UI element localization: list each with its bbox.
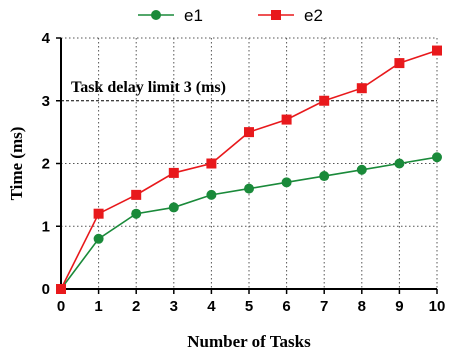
data-point-e1 [281,177,292,188]
y-axis-title: Time (ms) [7,127,26,201]
data-point-e1 [93,233,104,244]
x-tick-label: 10 [429,298,446,315]
data-point-e1 [206,189,217,200]
data-point-e2 [432,45,442,56]
delay-limit-label: Task delay limit 3 (ms) [71,79,226,96]
series-group [56,45,442,294]
y-tick-label: 3 [42,93,50,110]
x-tick-label: 0 [57,298,65,315]
y-tick-label: 0 [42,281,50,298]
x-tick-label: 1 [94,298,102,315]
legend-item-e1: e1 [138,6,203,25]
legend-label: e1 [184,6,203,25]
data-point-e2 [281,114,292,125]
data-point-e1 [131,208,142,219]
data-point-e2 [168,167,179,178]
tick-labels: 0 1 2 3 4 5 6 7 8 9 10 0 1 2 3 4 [42,30,446,315]
legend-label: e2 [304,6,323,25]
x-tick-label: 2 [132,298,140,315]
data-point-e1 [319,171,330,182]
delay-limit-reference: Task delay limit 3 (ms) [61,79,437,102]
x-tick-label: 4 [207,298,216,315]
data-point-e2 [206,158,217,169]
data-point-e1 [432,152,442,163]
data-point-e1 [168,202,179,213]
x-axis-title: Number of Tasks [187,332,311,351]
x-tick-label: 3 [170,298,178,315]
x-tick-label: 7 [320,298,328,315]
data-point-e2 [93,208,104,219]
series-e2 [56,45,442,294]
y-tick-label: 2 [42,156,50,173]
y-tick-label: 4 [42,30,51,47]
data-point-e2 [319,95,330,106]
data-point-e1 [244,183,254,194]
x-tick-label: 5 [245,298,253,315]
data-point-e1 [394,158,405,169]
data-point-e2 [56,284,66,294]
legend-marker [151,10,161,20]
data-point-e2 [394,58,405,69]
data-point-e1 [356,164,367,175]
legend-marker [271,10,281,20]
x-tick-label: 6 [282,298,290,315]
legend-item-e2: e2 [258,6,323,25]
x-tick-label: 8 [358,298,366,315]
x-tick-label: 9 [395,298,403,315]
data-point-e2 [356,83,367,94]
data-point-e2 [244,127,254,138]
data-point-e2 [131,189,142,200]
legend: e1 e2 [138,6,323,25]
y-tick-label: 1 [42,218,50,235]
